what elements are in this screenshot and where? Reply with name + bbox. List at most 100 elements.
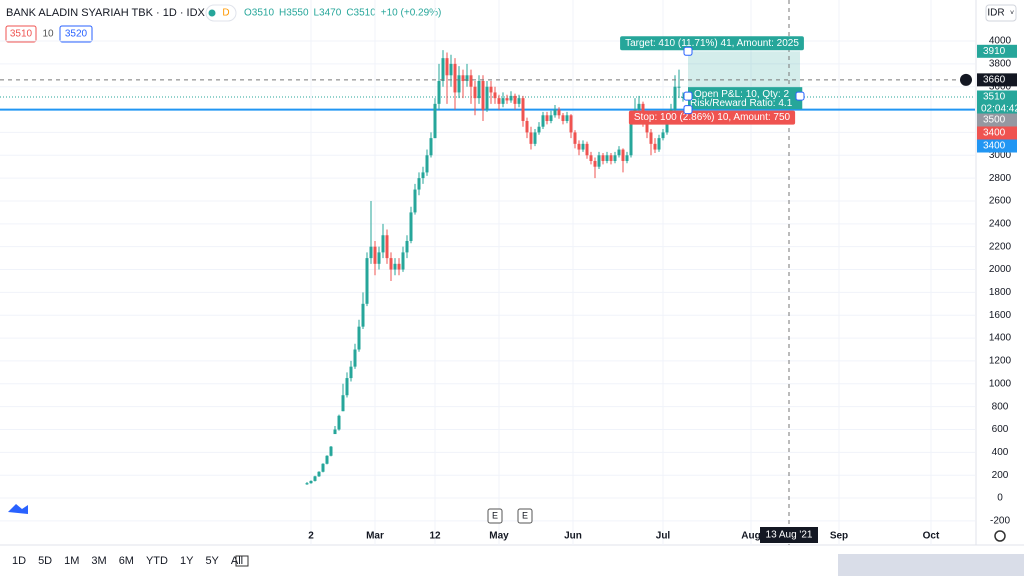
candle-body [373,246,377,264]
countdown: 02:04:42 [981,104,1020,115]
earnings-label: E [492,510,498,520]
candle-body [537,126,541,133]
y-tick-label: 400 [992,447,1009,458]
drag-handle[interactable] [795,91,805,101]
sell-button[interactable] [5,25,37,43]
x-tick-label: Mar [366,531,384,542]
candle-body [665,120,669,133]
candle-body [337,415,341,430]
range-button[interactable]: 1M [64,555,79,567]
legend-value: O3510 [244,8,274,19]
candle-body [313,476,317,481]
x-tick-label: Oct [923,531,940,542]
candle-body [413,189,417,213]
x-tick-label: May [489,531,509,542]
stop-label-box [628,110,796,125]
y-tick-label: 200 [992,470,1009,481]
drag-handle[interactable] [683,91,693,101]
candle-body [653,143,657,150]
currency-button[interactable] [985,4,1017,22]
candle-body [489,86,493,93]
candle-body [361,303,365,327]
candle-body [485,86,489,110]
candle-body [505,98,509,101]
range-button[interactable]: 5Y [205,555,219,567]
dropdown-caret: ˅ [1010,10,1014,17]
candle-body [681,97,685,99]
crosshair-date-box [760,527,818,543]
candle-body [321,463,325,472]
candle-body [553,109,557,116]
candle-body [449,63,453,76]
symbol-title: BANK ALADIN SYARIAH TBK · 1D · IDX [6,7,206,19]
y-tick-label: 2800 [989,173,1012,184]
x-tick-label: Jul [656,531,671,542]
drag-handle[interactable] [683,105,693,115]
candle-body [401,252,405,270]
candle-body [673,86,677,110]
candle-body [657,138,661,150]
range-button[interactable]: YTD [146,555,168,567]
range-button[interactable]: 3M [91,555,106,567]
legend-value: +10 (+0.29%) [381,8,442,19]
candle-body [473,86,477,99]
candle-body [593,160,597,167]
sell-price[interactable]: 3510 [10,29,33,40]
buy-button[interactable] [59,25,93,43]
settings-icon[interactable] [994,530,1006,542]
target-price-box [977,44,1017,58]
range-button[interactable]: 5D [38,555,52,567]
range-button[interactable]: All [231,555,243,567]
x-tick-label: 12 [429,531,441,542]
entry-price-box [977,113,1017,127]
crosshair-price-box [977,73,1017,87]
candle-body [325,455,329,464]
date-range-icon[interactable] [235,555,249,567]
logo [8,504,28,514]
buy-price[interactable]: 3520 [65,29,88,40]
pnl-label: Open P&L: 10, Qty: 2 [694,89,789,100]
candle-body [645,120,649,133]
y-tick-label: 600 [992,424,1009,435]
y-tick-label: 1200 [989,356,1012,367]
legend-value: L3470 [314,8,342,19]
candle-body [549,115,553,121]
candle-body [317,471,321,477]
candle-body [389,258,393,270]
candle-body [589,155,593,161]
candle-body [525,120,529,133]
candle-body [333,429,337,435]
candle-body [341,395,345,412]
candle-body [613,155,617,161]
badge-frame [205,4,237,22]
status-dot [208,9,216,17]
crosshair-price: 3660 [983,75,1006,86]
candle-body [629,120,633,156]
x-tick-label: Aug [741,531,760,542]
currency[interactable]: IDR [987,8,1004,19]
candle-body [429,138,433,156]
stop-label: Stop: 100 (2.86%) 10, Amount: 750 [634,112,791,123]
candle-body [581,143,585,150]
y-tick-label: 2600 [989,196,1012,207]
candle-body [433,103,437,139]
candle-body [365,258,369,304]
legend-value: H3550 [279,8,309,19]
y-tick-label: 0 [997,493,1003,504]
crosshair-plus[interactable] [960,73,972,86]
range-button[interactable]: 1D [12,555,26,567]
candle-body [437,81,441,104]
range-button[interactable]: 6M [119,555,134,567]
x-tick-label: Sep [830,531,848,542]
y-tick-label: 1400 [989,333,1012,344]
drag-handle[interactable] [683,46,693,56]
range-button[interactable]: 1Y [180,555,194,567]
candle-body [385,235,389,259]
candle-body [573,132,577,144]
y-tick-label: 3600 [989,81,1012,92]
candle-body [597,155,601,167]
entry-price: 3500 [983,115,1006,126]
last-price: 3510 [983,92,1006,103]
toolbar: 1D 5D 1M 3M 6M YTD 1Y 5Y All [12,555,243,567]
